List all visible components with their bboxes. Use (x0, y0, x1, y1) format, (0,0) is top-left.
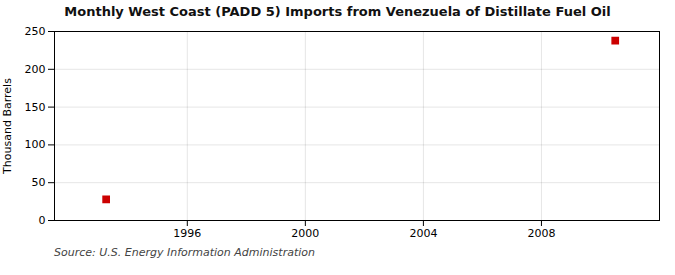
svg-text:50: 50 (32, 176, 46, 189)
svg-text:2004: 2004 (409, 227, 437, 240)
svg-text:150: 150 (25, 101, 46, 114)
html-text:Monthly West Coast (PADD 5) Im: Monthly West Coast (PADD 5) Imports from… (64, 4, 611, 19)
svg-text:2008: 2008 (527, 227, 555, 240)
svg-text:100: 100 (25, 138, 46, 151)
svg-text:250: 250 (25, 25, 46, 38)
svg-text:0: 0 (39, 214, 46, 227)
svg-text:1996: 1996 (173, 227, 201, 240)
svg-text:200: 200 (25, 63, 46, 76)
svg-text:2000: 2000 (291, 227, 319, 240)
svg-text:Thousand Barrels: Thousand Barrels (1, 78, 14, 175)
html-text:Source: U.S. Energy Informatio: Source: U.S. Energy Information Administ… (54, 246, 315, 259)
